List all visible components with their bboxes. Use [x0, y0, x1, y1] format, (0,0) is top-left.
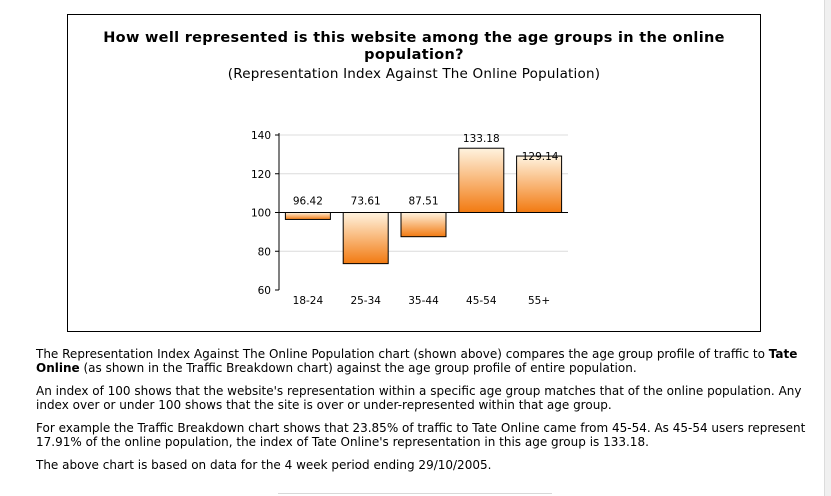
- paragraph-intro: The Representation Index Against The Onl…: [36, 347, 806, 375]
- paragraph-example: For example the Traffic Breakdown chart …: [36, 421, 806, 449]
- y-tick-label: 140: [251, 130, 271, 142]
- y-tick-label: 60: [258, 285, 271, 297]
- bar: [516, 155, 563, 213]
- y-tick-label: 120: [251, 169, 271, 181]
- data-label: 73.61: [351, 196, 381, 208]
- data-label: 96.42: [293, 196, 323, 208]
- x-tick-label: 45-54: [466, 295, 497, 307]
- footer-divider: [278, 493, 552, 494]
- data-label: 87.51: [408, 196, 438, 208]
- bar: [284, 212, 331, 220]
- chart-panel: How well represented is this website amo…: [67, 14, 761, 332]
- paragraph-period: The above chart is based on data for the…: [36, 458, 492, 472]
- bar: [342, 212, 389, 265]
- chart-title: How well represented is this website amo…: [103, 30, 725, 63]
- site-name: Tate Online: [36, 347, 798, 375]
- y-tick-label: 80: [258, 246, 271, 258]
- chart-subtitle: (Representation Index Against The Online…: [227, 66, 601, 82]
- intro-text-end: (as shown in the Traffic Breakdown chart…: [79, 361, 637, 375]
- y-tick-label: 100: [251, 208, 271, 220]
- data-label: 129.14: [522, 151, 559, 163]
- bar-chart: 60 80 100 120 140 96.42 18-24 73.61 25-34 87.51 35…: [251, 130, 568, 307]
- x-tick-label: 55+: [528, 295, 550, 307]
- bar: [400, 212, 447, 238]
- description-text: The Representation Index Against The Onl…: [36, 347, 806, 481]
- paragraph-index-explanation: An index of 100 shows that the website's…: [36, 384, 802, 412]
- x-tick-label: 35-44: [408, 295, 439, 307]
- scrollbar[interactable]: [824, 0, 831, 496]
- data-label: 133.18: [463, 133, 500, 145]
- x-tick-label: 25-34: [350, 295, 381, 307]
- bar: [458, 147, 505, 213]
- intro-text-start: The Representation Index Against The Onl…: [36, 347, 769, 361]
- x-tick-label: 18-24: [293, 295, 324, 307]
